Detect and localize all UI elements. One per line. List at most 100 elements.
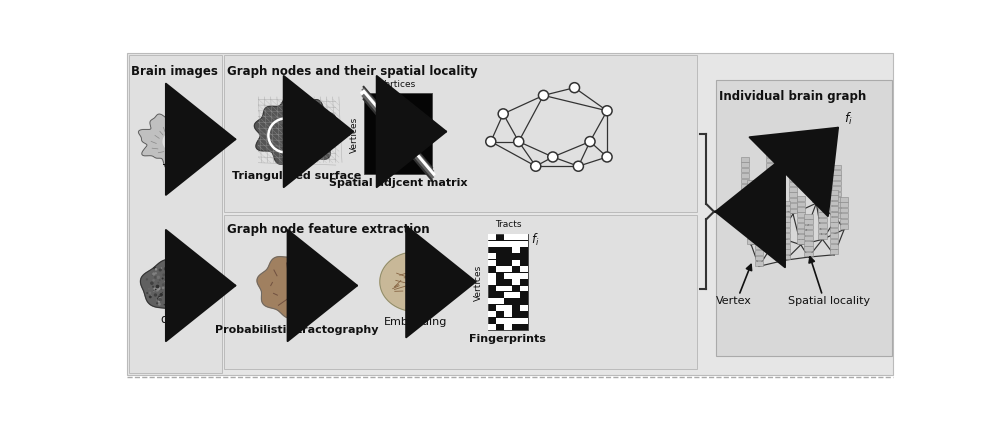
Bar <box>504 273 512 279</box>
Circle shape <box>183 283 186 286</box>
Bar <box>830 233 838 238</box>
Circle shape <box>153 291 155 292</box>
Bar <box>520 241 528 247</box>
Circle shape <box>157 287 160 290</box>
Bar <box>741 184 749 189</box>
Bar <box>766 175 774 179</box>
Bar <box>512 280 520 286</box>
Circle shape <box>154 276 157 279</box>
Bar <box>797 224 805 228</box>
Circle shape <box>150 282 154 285</box>
Circle shape <box>191 304 193 306</box>
Bar <box>520 235 528 241</box>
Circle shape <box>167 270 170 273</box>
Circle shape <box>178 296 181 300</box>
Bar <box>789 198 797 203</box>
Circle shape <box>198 270 201 273</box>
Bar <box>504 292 512 298</box>
Circle shape <box>179 276 181 278</box>
Bar <box>741 163 749 168</box>
Bar <box>840 224 848 229</box>
Bar <box>741 190 749 194</box>
Circle shape <box>189 291 191 293</box>
Text: Individual brain graph: Individual brain graph <box>719 90 866 103</box>
Bar <box>812 193 821 197</box>
Bar <box>797 202 805 207</box>
Circle shape <box>181 292 184 294</box>
Bar <box>496 318 504 324</box>
Circle shape <box>153 267 156 270</box>
Bar <box>773 173 782 178</box>
Bar <box>804 241 813 246</box>
Circle shape <box>174 306 177 309</box>
Circle shape <box>585 137 595 147</box>
Circle shape <box>148 289 150 290</box>
Circle shape <box>157 282 159 284</box>
Bar <box>812 187 821 192</box>
Bar <box>804 247 813 252</box>
Circle shape <box>569 83 580 93</box>
Circle shape <box>172 271 175 273</box>
Circle shape <box>193 293 195 295</box>
Bar <box>741 195 749 200</box>
Circle shape <box>203 290 204 291</box>
Circle shape <box>166 270 169 273</box>
Circle shape <box>191 265 194 268</box>
Bar <box>496 267 504 273</box>
Circle shape <box>170 304 172 305</box>
Bar <box>818 208 827 212</box>
Circle shape <box>202 291 205 294</box>
Circle shape <box>180 288 183 291</box>
Bar <box>488 235 496 241</box>
Circle shape <box>162 278 164 280</box>
Bar <box>789 193 797 197</box>
Bar <box>504 324 512 330</box>
Bar <box>504 241 512 247</box>
Circle shape <box>146 292 148 295</box>
Bar <box>830 228 838 233</box>
Circle shape <box>167 283 171 286</box>
Bar <box>812 177 821 181</box>
Circle shape <box>169 274 170 276</box>
Bar <box>832 214 841 218</box>
Text: $f_i$: $f_i$ <box>844 111 853 126</box>
Circle shape <box>154 294 157 297</box>
Bar <box>747 234 755 239</box>
Circle shape <box>175 268 177 270</box>
Bar <box>830 250 838 255</box>
Circle shape <box>162 283 165 286</box>
Bar <box>520 267 528 273</box>
Bar <box>773 221 782 226</box>
Circle shape <box>172 290 174 292</box>
Bar <box>496 299 504 304</box>
Bar <box>496 305 504 311</box>
Bar <box>755 229 763 233</box>
Bar <box>818 218 827 223</box>
Circle shape <box>172 292 173 294</box>
Bar <box>773 178 782 183</box>
Circle shape <box>188 285 190 286</box>
Bar <box>747 181 755 185</box>
Circle shape <box>156 285 159 289</box>
Bar <box>781 250 790 255</box>
Bar <box>818 197 827 201</box>
Bar <box>504 318 512 324</box>
Circle shape <box>181 272 184 274</box>
Text: Graph nodes and their spatial locality: Graph nodes and their spatial locality <box>227 64 478 78</box>
Circle shape <box>192 266 195 269</box>
Circle shape <box>159 269 162 272</box>
Text: Fingerprints: Fingerprints <box>469 333 546 343</box>
Circle shape <box>153 290 155 291</box>
FancyBboxPatch shape <box>129 55 222 374</box>
Bar <box>830 212 838 217</box>
Bar <box>830 244 838 249</box>
Circle shape <box>169 278 173 282</box>
Circle shape <box>178 264 182 267</box>
Circle shape <box>188 301 189 303</box>
Bar <box>818 224 827 228</box>
Bar <box>766 153 774 158</box>
Circle shape <box>172 276 174 278</box>
Circle shape <box>202 274 203 276</box>
Bar <box>520 305 528 311</box>
Circle shape <box>172 295 175 298</box>
